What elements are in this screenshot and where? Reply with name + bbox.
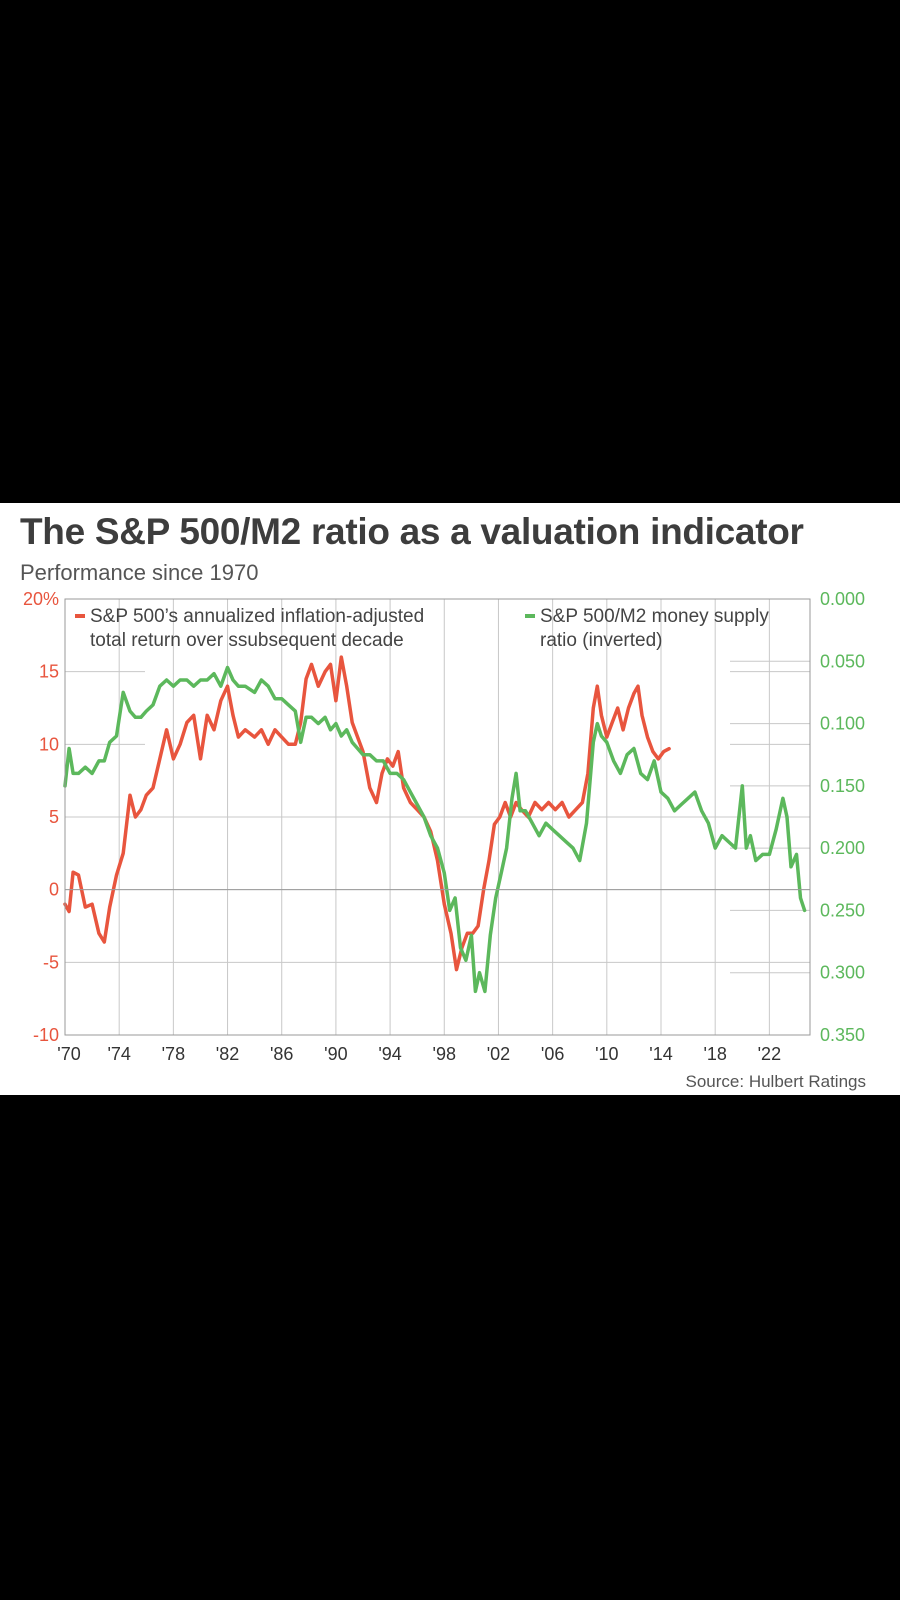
x-tick-label: '86 — [270, 1044, 293, 1064]
legend: S&P 500’s annualized inflation-adjusted t… — [75, 606, 769, 651]
y-right-tick-label: 0.200 — [820, 838, 865, 858]
y-left-tick-label: 0 — [49, 880, 59, 900]
chart-subtitle: Performance since 1970 — [20, 560, 259, 585]
series-line-ratio — [63, 665, 807, 994]
x-tick-label: '74 — [107, 1044, 130, 1064]
legend-swatch — [75, 614, 85, 618]
legend-label: S&P 500/M2 money supply — [540, 606, 769, 627]
y-right-tick-label: 0.050 — [820, 651, 865, 671]
x-tick-label: '06 — [541, 1044, 564, 1064]
axes-layer: 20% 15 10 5 0 -5 -10 0.000 0.050 0.100 0.150 0.200 0… — [23, 589, 865, 1064]
legend-label: S&P 500’s annualized inflation-adjusted — [90, 606, 424, 627]
y-right-tick-label: 0.100 — [820, 714, 865, 734]
grid-layer — [65, 599, 810, 1035]
chart-card: The S&P 500/M2 ratio as a valuation indi… — [0, 503, 900, 1095]
y-right-tick-label: 0.150 — [820, 776, 865, 796]
source-text: Source: Hulbert Ratings — [686, 1072, 866, 1091]
x-tick-label: '82 — [216, 1044, 239, 1064]
plot-border — [64, 598, 811, 1036]
x-tick-label: '18 — [703, 1044, 726, 1064]
y-left-tick-label: 5 — [49, 807, 59, 827]
series-layer — [63, 655, 807, 994]
y-left-tick-label: 10 — [39, 734, 59, 754]
x-tick-label: '14 — [649, 1044, 672, 1064]
legend-label: total return over ssubsequent decade — [90, 630, 404, 651]
x-tick-label: '70 — [57, 1044, 80, 1064]
y-right-tick-label: 0.000 — [820, 589, 865, 609]
legend-label: ratio (inverted) — [540, 630, 663, 651]
chart-title: The S&P 500/M2 ratio as a valuation indi… — [20, 511, 804, 552]
x-tick-label: '22 — [758, 1044, 781, 1064]
x-tick-label: '10 — [595, 1044, 618, 1064]
x-tick-label: '98 — [433, 1044, 456, 1064]
x-tick-label: '94 — [378, 1044, 401, 1064]
y-left-tick-label: -5 — [43, 952, 59, 972]
y-right-tick-label: 0.350 — [820, 1025, 865, 1045]
y-left-tick-label: -10 — [33, 1025, 59, 1045]
x-tick-label: '02 — [487, 1044, 510, 1064]
y-left-tick-label: 15 — [39, 662, 59, 682]
y-right-tick-label: 0.250 — [820, 900, 865, 920]
x-tick-label: '90 — [324, 1044, 347, 1064]
x-tick-label: '78 — [162, 1044, 185, 1064]
y-right-tick-label: 0.300 — [820, 963, 865, 983]
chart-svg: 20% 15 10 5 0 -5 -10 0.000 0.050 0.100 0.150 0.200 0… — [23, 589, 866, 1091]
y-left-tick-label: 20% — [23, 589, 59, 609]
series-line-return — [63, 655, 671, 972]
legend-swatch — [525, 614, 535, 618]
